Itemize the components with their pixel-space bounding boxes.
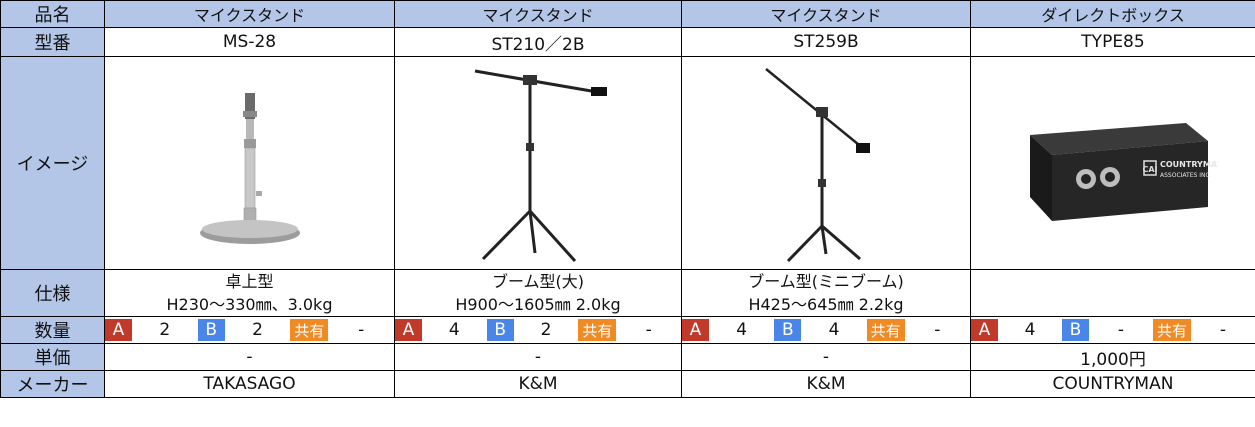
- qty-a-value: 4: [448, 320, 460, 340]
- product-image-cell: [104, 56, 395, 270]
- qty-shared-tag: 共有: [1153, 319, 1191, 341]
- qty-a-value: 4: [1024, 320, 1036, 340]
- row-price: 単価 - - - 1,000円: [0, 343, 1255, 371]
- product-maker: K&M: [394, 370, 682, 398]
- equipment-spec-table: 品名 マイクスタンド マイクスタンド マイクスタンド ダイレクトボックス 型番 …: [0, 0, 1255, 398]
- qty-shared-value: -: [934, 320, 941, 340]
- row-maker: メーカー TAKASAGO K&M K&M COUNTRYMAN: [0, 370, 1255, 398]
- product-price: -: [394, 343, 682, 371]
- qty-a-tag: A: [971, 319, 998, 341]
- product-name: マイクスタンド: [394, 0, 682, 28]
- spec-line2: H900～1605㎜ 2.0kg: [455, 295, 621, 314]
- qty-b-tag: B: [197, 319, 225, 341]
- spec-line2: H230～330㎜、3.0kg: [166, 295, 333, 314]
- product-spec: 卓上型 H230～330㎜、3.0kg: [104, 269, 395, 317]
- spec-line1: ブーム型(ミニブーム): [748, 272, 904, 291]
- mini-boom-mic-stand-icon: [765, 67, 870, 262]
- label-qty: 数量: [0, 316, 105, 344]
- product-price: -: [681, 343, 971, 371]
- product-qty: A 2 B 2 共有 -: [104, 316, 395, 344]
- product-spec: [970, 269, 1255, 317]
- product-name: ダイレクトボックス: [970, 0, 1255, 28]
- label-maker: メーカー: [0, 370, 105, 398]
- qty-shared-tag: 共有: [290, 319, 329, 341]
- label-name: 品名: [0, 0, 105, 28]
- direct-box-brand: COUNTRYMAN: [1160, 160, 1218, 169]
- qty-a-tag: A: [395, 319, 422, 341]
- product-model: TYPE85: [970, 27, 1255, 57]
- product-model: MS-28: [104, 27, 395, 57]
- row-model: 型番 MS-28 ST210／2B ST259B TYPE85: [0, 27, 1255, 57]
- label-price: 単価: [0, 343, 105, 371]
- spec-line2: H425～645㎜ 2.2kg: [748, 295, 904, 314]
- product-model: ST259B: [681, 27, 971, 57]
- desk-mic-stand-icon: [199, 93, 300, 244]
- qty-a-tag: A: [682, 319, 709, 341]
- qty-shared-tag: 共有: [578, 319, 617, 341]
- row-image: イメージ: [0, 56, 1255, 270]
- product-qty: A 4 B - 共有 -: [970, 316, 1255, 344]
- qty-b-tag: B: [486, 319, 514, 341]
- qty-shared-value: -: [645, 320, 652, 340]
- product-model: ST210／2B: [394, 27, 682, 57]
- product-price: 1,000円: [970, 343, 1255, 371]
- direct-box-icon: CAI COUNTRYMAN ASSOCIATES INC: [1030, 123, 1218, 221]
- spec-line1: ブーム型(大): [491, 272, 584, 291]
- qty-shared-tag: 共有: [866, 319, 905, 341]
- label-image: イメージ: [0, 56, 105, 270]
- product-spec: ブーム型(大) H900～1605㎜ 2.0kg: [394, 269, 682, 317]
- direct-box-sub: ASSOCIATES INC: [1160, 172, 1210, 179]
- label-model: 型番: [0, 27, 105, 57]
- product-qty: A 4 B 4 共有 -: [681, 316, 971, 344]
- qty-b-tag: B: [1062, 319, 1089, 341]
- product-qty: A 4 B 2 共有 -: [394, 316, 682, 344]
- qty-a-tag: A: [105, 319, 132, 341]
- qty-b-value: 2: [252, 320, 263, 340]
- direct-box-logo: CAI: [1142, 165, 1157, 174]
- qty-a-value: 4: [736, 320, 748, 340]
- product-image-cell: [394, 56, 682, 270]
- product-maker: TAKASAGO: [104, 370, 395, 398]
- product-price: -: [104, 343, 395, 371]
- qty-shared-value: -: [1219, 320, 1227, 340]
- label-spec: 仕様: [0, 269, 105, 317]
- spec-line1: 卓上型: [225, 272, 274, 291]
- product-name: マイクスタンド: [104, 0, 395, 28]
- row-spec: 仕様 卓上型 H230～330㎜、3.0kg ブーム型(大) H900～1605…: [0, 269, 1255, 317]
- qty-shared-value: -: [358, 320, 365, 340]
- qty-b-tag: B: [774, 319, 802, 341]
- row-qty: 数量 A 2 B 2 共有 - A 4 B 2 共有 - A 4 B 4 共有 …: [0, 316, 1255, 344]
- product-image-cell: CAI COUNTRYMAN ASSOCIATES INC: [970, 56, 1255, 270]
- qty-b-value: -: [1117, 320, 1125, 340]
- row-name: 品名 マイクスタンド マイクスタンド マイクスタンド ダイレクトボックス: [0, 0, 1255, 28]
- boom-mic-stand-icon: [474, 69, 607, 262]
- qty-b-value: 4: [828, 320, 840, 340]
- product-name: マイクスタンド: [681, 0, 971, 28]
- qty-b-value: 2: [540, 320, 552, 340]
- qty-a-value: 2: [159, 320, 171, 340]
- product-image-cell: [681, 56, 971, 270]
- product-maker: K&M: [681, 370, 971, 398]
- product-maker: COUNTRYMAN: [970, 370, 1255, 398]
- product-spec: ブーム型(ミニブーム) H425～645㎜ 2.2kg: [681, 269, 971, 317]
